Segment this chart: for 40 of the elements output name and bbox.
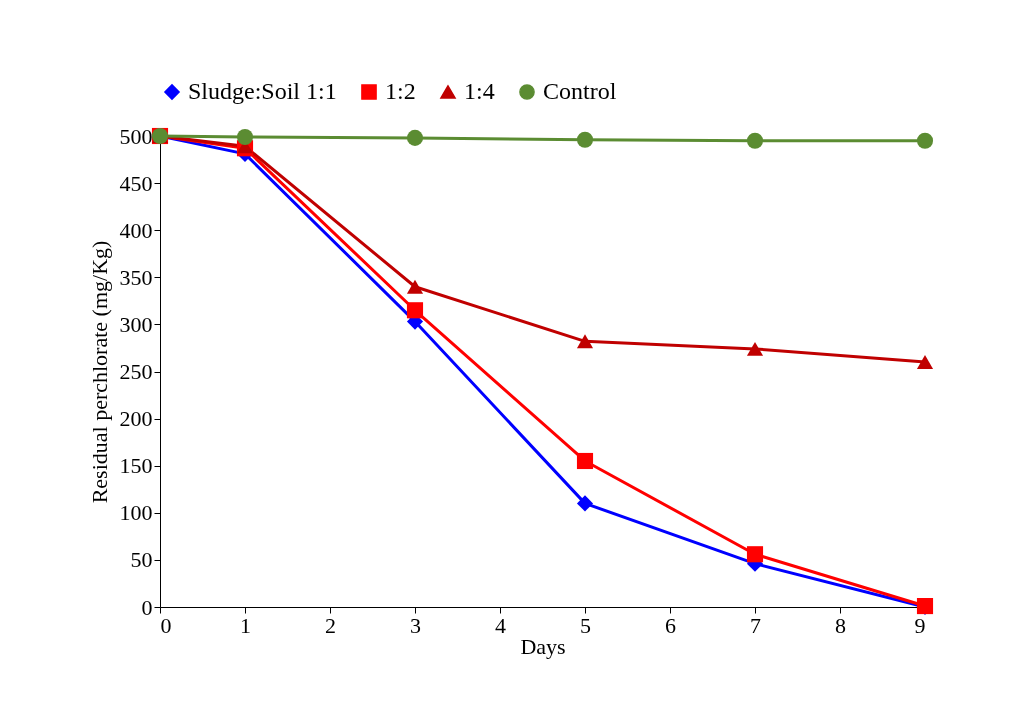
legend-label: Sludge:Soil 1:1 (188, 78, 337, 104)
legend-label: Control (543, 78, 617, 104)
y-tick-label: 450 (119, 170, 153, 196)
x-axis-title: Days (520, 633, 566, 659)
y-tick-label: 50 (130, 547, 153, 573)
x-tick-label: 1 (240, 612, 251, 638)
point (746, 341, 764, 356)
point (916, 355, 934, 370)
point (746, 132, 764, 149)
y-tick-label: 100 (119, 500, 153, 526)
y-tick-label: 150 (119, 453, 153, 479)
point (576, 131, 594, 148)
point (746, 546, 764, 563)
legend-label: 1:2 (385, 78, 416, 104)
x-tick-label: 4 (495, 612, 506, 638)
x-tick-label: 8 (835, 612, 846, 638)
x-tick-label: 6 (665, 612, 676, 638)
point (236, 128, 254, 145)
point (576, 495, 594, 512)
point (916, 132, 934, 149)
y-tick-label: 200 (119, 406, 153, 432)
y-tick-label: 250 (119, 359, 153, 384)
y-tick-label: 300 (119, 311, 153, 337)
y-axis-title: Residual perchlorate (mg/Kg) (86, 240, 112, 504)
x-tick-label: 0 (160, 612, 172, 638)
y-tick-label: 0 (141, 594, 153, 620)
point (406, 279, 424, 294)
y-tick-label: 500 (119, 123, 153, 149)
y-tick-label: 400 (119, 217, 153, 243)
x-tick-label: 7 (750, 612, 761, 638)
x-tick-label: 3 (410, 612, 421, 638)
point (576, 452, 594, 470)
x-tick-label: 5 (580, 612, 591, 638)
point (406, 129, 424, 146)
x-tick-label: 9 (914, 612, 926, 638)
point (576, 334, 594, 349)
legend-label: 1:4 (464, 78, 495, 104)
y-tick-label: 350 (119, 264, 153, 290)
x-tick-label: 2 (325, 612, 336, 638)
point (406, 302, 424, 319)
